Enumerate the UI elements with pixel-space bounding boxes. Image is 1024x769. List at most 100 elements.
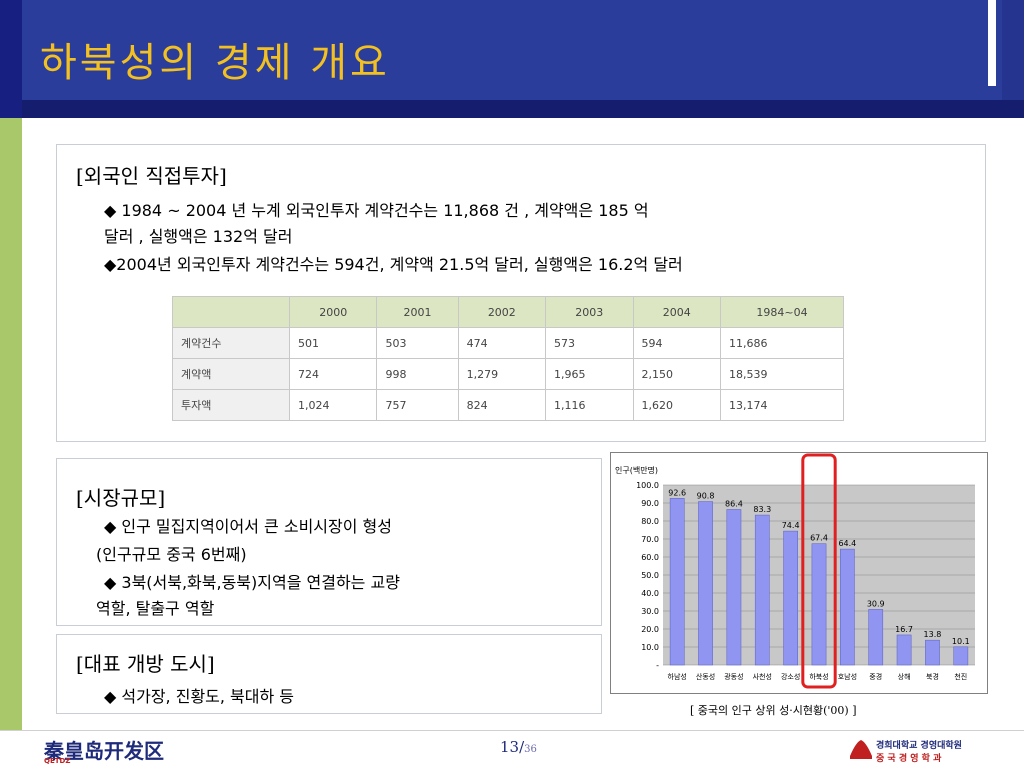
population-bar-chart: 인구(백만명) 100.0 90.0 80.0 70.0 60.0 50.0 40.0 30.0…: [615, 453, 975, 689]
chart-category-label: 하북성: [809, 672, 828, 681]
fdi-line-3: ◆2004년 외국인투자 계약건수는 594건, 계약액 21.5억 달러, 실…: [104, 255, 683, 274]
table-cell: 1,620: [632, 389, 721, 421]
table-cell: 724: [288, 358, 378, 390]
chart-category-label: 호남성: [838, 672, 857, 681]
table-header-cell: 2004: [632, 296, 721, 328]
chart-bar: [669, 498, 685, 666]
table-cell: 474: [457, 327, 547, 359]
chart-highlight-box: [801, 453, 837, 689]
population-chart-frame: 인구(백만명) 100.0 90.0 80.0 70.0 60.0 50.0 40.0 30.0…: [610, 452, 988, 694]
chart-data-label: 64.4: [838, 539, 856, 548]
table-cell: 1,024: [288, 389, 378, 421]
left-green-bar: [0, 118, 22, 730]
table-cell: 1,279: [457, 358, 547, 390]
chart-category-label: 하남성: [668, 672, 687, 681]
table-header-cell: 2001: [376, 296, 459, 328]
chart-ytick-label: 20.0: [641, 625, 659, 634]
table-row: 투자액 1,024 757 824 1,116 1,620 13,174: [172, 389, 845, 421]
table-cell: 501: [288, 327, 378, 359]
chart-data-label: 30.9: [867, 599, 885, 608]
chart-category-label: 사천성: [753, 672, 772, 681]
header-bottom-strip: [22, 100, 1024, 118]
chart-data-label: 74.4: [782, 521, 800, 530]
market-line-4: 역할, 탈출구 역할: [96, 599, 215, 618]
chart-data-label: 67.4: [810, 534, 828, 543]
table-cell: 757: [376, 389, 459, 421]
chart-bar: [953, 646, 969, 666]
university-logo: 경희대학교 경영대학원 중 국 경 영 학 과: [848, 736, 988, 764]
chart-category-label: 강소성: [781, 672, 800, 681]
chart-ytick-label: 10.0: [641, 643, 659, 652]
fdi-line-1: ◆ 1984 ~ 2004 년 누계 외국인투자 계약건수는 11,868 건 …: [104, 201, 649, 220]
chart-bar: [783, 530, 798, 666]
chart-data-label: 16.7: [895, 625, 913, 634]
market-line-3: ◆ 3북(서북,화북,동북)지역을 연결하는 교량: [104, 573, 400, 592]
chart-data-label: 10.1: [952, 637, 970, 646]
chart-data-label: 90.8: [697, 492, 715, 501]
header-accent-bar: [988, 0, 996, 86]
chart-data-label: 92.6: [668, 488, 686, 497]
page-total: 36: [524, 744, 537, 755]
university-logo-line-2: 중 국 경 영 학 과: [876, 754, 942, 764]
cities-heading: [대표 개방 도시]: [76, 652, 215, 676]
chart-category-label: 북경: [926, 672, 939, 681]
table-header-cell: 1984~04: [719, 296, 845, 328]
table-cell: 13,174: [719, 389, 845, 421]
table-header-row: 2000 2001 2002 2003 2004 1984~04: [172, 296, 845, 328]
chart-ytick-label: 50.0: [641, 571, 659, 580]
chart-ytick-label: 60.0: [641, 553, 659, 562]
chart-bar: [896, 634, 912, 666]
table-cell: 1,965: [545, 358, 634, 390]
header-left-band: [0, 0, 22, 118]
chart-ylabel: 인구(백만명): [615, 465, 658, 475]
university-emblem-icon: [850, 740, 872, 759]
table-cell: 2,150: [632, 358, 721, 390]
chart-ytick-label: 100.0: [636, 481, 659, 490]
chart-category-label: 중경: [869, 672, 882, 681]
table-cell: 824: [457, 389, 547, 421]
chart-bar: [925, 639, 940, 666]
market-line-2: (인구규모 중국 6번째): [96, 545, 247, 564]
market-line-1: ◆ 인구 밀집지역이어서 큰 소비시장이 형성: [104, 517, 392, 536]
table-row: 계약액 724 998 1,279 1,965 2,150 18,539: [172, 358, 845, 390]
cities-section-box: [56, 634, 602, 714]
table-cell: 594: [632, 327, 721, 359]
chart-bar: [868, 609, 884, 666]
chart-data-label: 83.3: [753, 505, 771, 514]
slide-title: 하북성의 경제 개요: [40, 40, 390, 86]
chart-category-label: 천진: [954, 672, 967, 681]
chart-category-label: 산동성: [696, 672, 715, 681]
qetdz-logo-text: 秦皇岛开发区: [44, 739, 164, 763]
fdi-table: 2000 2001 2002 2003 2004 1984~04 계약건수 50…: [172, 296, 845, 421]
fdi-heading: [외국인 직접투자]: [76, 164, 227, 188]
chart-ytick-label: 80.0: [641, 517, 659, 526]
table-header-cell: 2002: [457, 296, 547, 328]
table-cell: 11,686: [719, 327, 845, 359]
table-cell: 998: [376, 358, 459, 390]
qetdz-logo-sub: QETDZ: [44, 757, 71, 765]
table-cell: 18,539: [719, 358, 845, 390]
chart-data-label: 86.4: [725, 499, 743, 508]
chart-category-label: 광동성: [724, 672, 743, 681]
table-row-label: 계약건수: [172, 327, 290, 359]
page-number: 13/36: [500, 738, 537, 756]
chart-bar: [754, 514, 770, 666]
university-logo-line-1: 경희대학교 경영대학원: [876, 741, 962, 751]
chart-caption: [ 중국의 인구 상위 성·시현황('00) ]: [690, 704, 857, 717]
cities-line-1: ◆ 석가장, 진황도, 북대하 등: [104, 687, 295, 706]
table-header-cell: [172, 296, 290, 328]
header-inner-band: [22, 0, 1002, 104]
chart-data-label: 13.8: [924, 630, 942, 639]
chart-bar: [840, 548, 855, 666]
table-row: 계약건수 501 503 474 573 594 11,686: [172, 327, 845, 359]
table-header-cell: 2003: [545, 296, 634, 328]
market-heading: [시장규모]: [76, 486, 166, 510]
table-cell: 503: [376, 327, 459, 359]
market-section-box: [56, 458, 602, 626]
chart-ytick-label: -: [656, 661, 659, 670]
table-row-label: 계약액: [172, 358, 290, 390]
table-header-cell: 2000: [288, 296, 378, 328]
chart-ytick-label: 40.0: [641, 589, 659, 598]
chart-ytick-label: 70.0: [641, 535, 659, 544]
table-cell: 573: [545, 327, 634, 359]
